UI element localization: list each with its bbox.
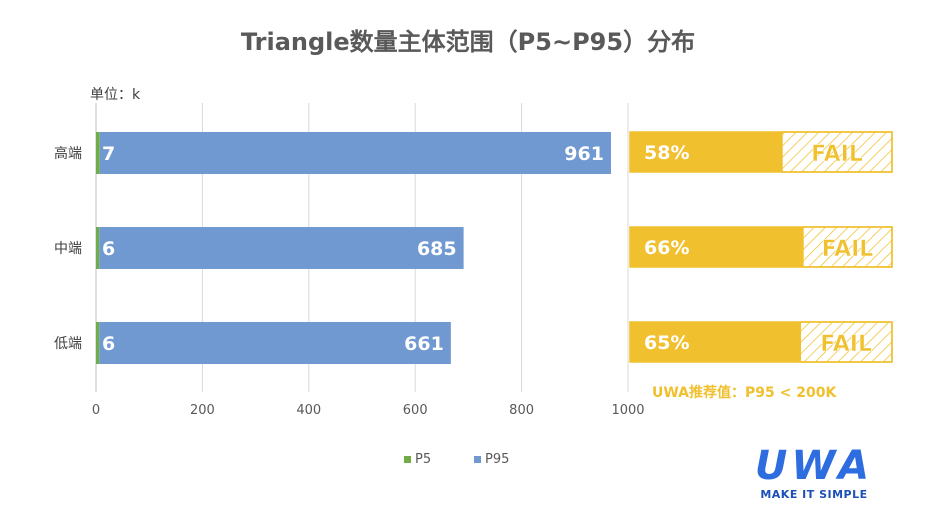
x-tick-label: 200 (190, 403, 215, 418)
bar-p95 (99, 227, 464, 269)
status-percent-label: 66% (644, 237, 689, 259)
data-label-p95: 961 (564, 143, 604, 165)
legend-label-p95: P95 (485, 452, 510, 467)
data-label-p95: 685 (417, 238, 457, 260)
chart-title: Triangle数量主体范围（P5~P95）分布 (240, 28, 696, 56)
x-tick-label: 0 (92, 403, 100, 418)
status-fill-bar (630, 227, 803, 267)
status-fill-bar (630, 322, 801, 362)
legend-swatch-p5 (404, 456, 411, 463)
data-label-p5: 6 (102, 333, 115, 355)
legend-label-p5: P5 (415, 452, 432, 467)
status-percent-label: 58% (644, 142, 689, 164)
x-tick-label: 800 (509, 403, 534, 418)
status-outline (629, 226, 893, 268)
status-percent-label: 65% (644, 332, 689, 354)
bar-p5 (96, 322, 100, 364)
legend-item-p5: P5 (404, 452, 431, 467)
status-remainder-bar (802, 226, 893, 268)
x-tick-label: 1000 (611, 403, 644, 418)
legend-item-p95: P95 (474, 452, 509, 467)
uwa-logo: UWA MAKE IT SIMPLE (736, 446, 892, 506)
x-tick-label: 600 (403, 403, 428, 418)
category-label: 高端 (54, 145, 82, 162)
recommendation-note: UWA推荐值：P95 < 200K (652, 385, 837, 401)
logo-mark: UWA (754, 443, 874, 489)
category-label: 低端 (54, 336, 82, 352)
status-fail-label: FAIL (820, 332, 872, 357)
bar-p95 (99, 322, 451, 364)
data-label-p5: 7 (102, 143, 115, 165)
legend-swatch-p95 (474, 456, 481, 463)
data-label-p95: 661 (404, 333, 444, 355)
bar-p5 (96, 227, 100, 269)
category-label: 中端 (54, 241, 82, 257)
status-outline (629, 131, 893, 173)
status-fill-bar (630, 132, 782, 172)
x-tick-label: 400 (296, 403, 321, 418)
data-label-p5: 6 (102, 238, 115, 260)
status-fail-label: FAIL (822, 237, 874, 262)
status-fail-label: FAIL (811, 142, 863, 167)
logo-tagline: MAKE IT SIMPLE (760, 488, 868, 501)
status-remainder-bar (799, 321, 893, 363)
bar-p5 (96, 132, 100, 174)
status-outline (629, 321, 893, 363)
unit-label: 单位：k (90, 87, 141, 103)
bar-p95 (99, 132, 611, 174)
